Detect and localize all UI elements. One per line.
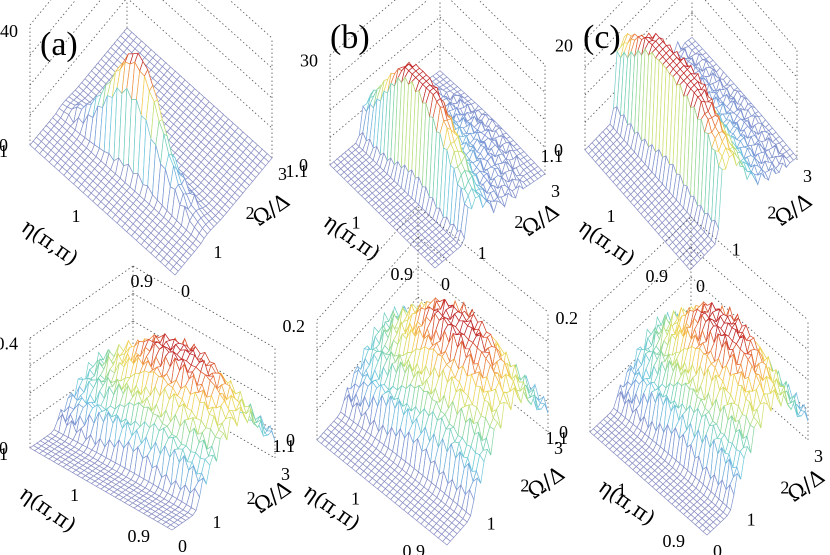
omega-tick-label: 0 <box>441 274 450 294</box>
box-edge <box>229 0 273 39</box>
omega-tick-label: 3 <box>551 181 560 201</box>
eta-tick-label: 1 <box>70 485 79 505</box>
box-edge <box>29 265 134 339</box>
wall-gridline <box>128 0 273 129</box>
omega-tick-label: 0 <box>178 536 187 555</box>
panel-label: (b) <box>330 19 370 56</box>
box-edge <box>478 0 546 66</box>
eta-tick-label: 0.9 <box>646 266 669 286</box>
wall-gridline <box>195 0 273 69</box>
eta-tick-label: 1.1 <box>541 146 564 166</box>
omega-axis-label: Ω/Δ <box>770 188 816 230</box>
wall-gridline <box>29 0 101 86</box>
omega-tick-label: 1 <box>212 512 221 532</box>
box-edge <box>29 0 52 26</box>
omega-axis-label: Ω/Δ <box>517 199 563 241</box>
z-tick-label: 0.4 <box>0 334 18 354</box>
eta-tick-label: 0.9 <box>403 541 426 555</box>
eta-tick-label: 1 <box>607 206 616 226</box>
omega-tick-label: 1 <box>213 242 222 262</box>
omega-tick-label: 1 <box>732 239 741 259</box>
omega-tick-label: 0 <box>696 276 705 296</box>
box-edge <box>752 0 798 51</box>
eta-tick-label: 1.1 <box>286 161 309 181</box>
eta-tick-label: 1 <box>72 206 81 226</box>
wall-gridline <box>29 0 77 56</box>
wall-gridline <box>162 0 273 99</box>
eta-tick-label: 0.9 <box>128 526 151 546</box>
omega-axis-label: Ω/Δ <box>523 461 569 503</box>
omega-tick-label: 1 <box>487 513 496 533</box>
z-tick-label: 40 <box>0 21 18 41</box>
eta-tick-label: 0.9 <box>131 271 154 291</box>
omega-tick-label: 1 <box>478 243 487 263</box>
eta-tick-label: 1.1 <box>0 141 8 161</box>
panel-label: (a) <box>40 26 78 63</box>
panel-label: (c) <box>583 19 621 56</box>
z-tick-label: 20 <box>555 36 573 56</box>
omega-tick-label: 0 <box>453 551 462 555</box>
eta-tick-label: 1.1 <box>273 436 296 456</box>
z-tick-label: 30 <box>300 51 318 71</box>
omega-tick-label: 3 <box>803 166 812 186</box>
z-tick-label: 0.2 <box>283 316 306 336</box>
eta-tick-label: 1.1 <box>0 444 8 464</box>
wall-gridline <box>29 0 126 116</box>
wall-gridline <box>450 0 546 93</box>
omega-axis-label: Ω/Δ <box>248 188 294 230</box>
eta-tick-label: 0.9 <box>391 264 414 284</box>
eta-tick-label: 1 <box>351 489 360 509</box>
